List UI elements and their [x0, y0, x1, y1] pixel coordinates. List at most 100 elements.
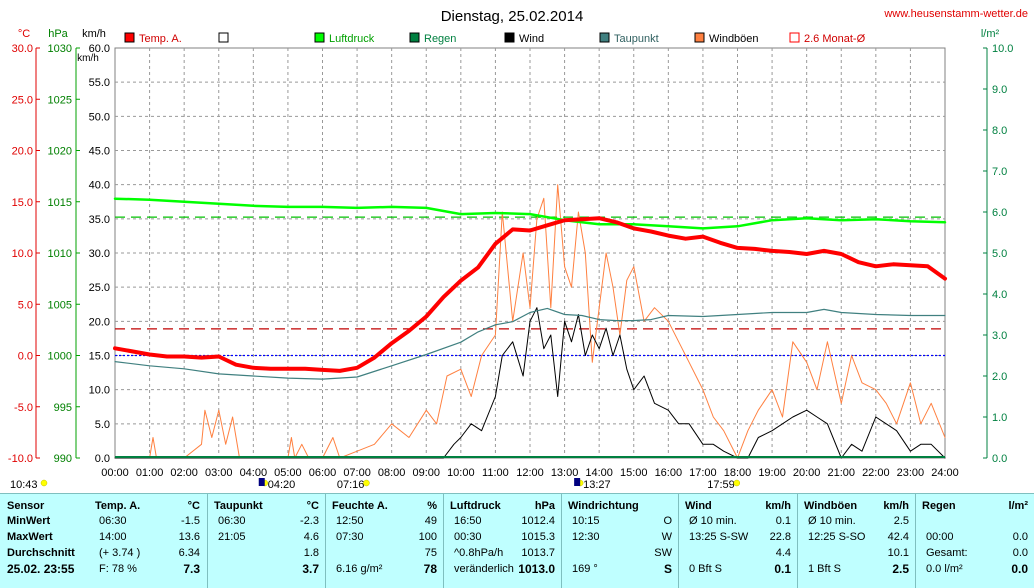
x-tick-label: 21:00: [827, 467, 855, 479]
table-cell-value: 10.1: [887, 547, 909, 559]
column-header-value: hPa: [534, 500, 555, 512]
row-label-avg: Durchschnitt: [7, 547, 75, 559]
table-cell-label: 00:30: [454, 531, 482, 543]
series-line-wind: [114, 307, 946, 459]
table-cell-value: O: [663, 515, 672, 527]
table-cell-value: 0.0: [1011, 562, 1028, 576]
x-tick-label: 08:00: [378, 467, 406, 479]
x-tick-label: 02:00: [170, 467, 198, 479]
table-cell-value: 7.3: [183, 562, 200, 576]
legend-label: Windböen: [709, 33, 759, 45]
pressure-tick-label: 1015: [48, 197, 72, 209]
moon-marker-icon: [258, 478, 265, 486]
column-header-label: Windrichtung: [568, 500, 639, 512]
sun-marker-label: 04:20: [268, 479, 296, 491]
speed-tick-label: 20.0: [89, 316, 110, 328]
x-tick-label: 01:00: [136, 467, 164, 479]
table-cell-label: 06:30: [218, 515, 246, 527]
pressure-tick-label: 1025: [48, 94, 72, 106]
legend-label: Luftdruck: [329, 33, 375, 45]
table-cell-value: 4.6: [303, 531, 319, 543]
rain-tick-label: 1.0: [992, 412, 1007, 424]
table-cell-label: 0 Bft S: [689, 563, 723, 575]
pressure-tick-label: 1020: [48, 146, 72, 158]
column-header-value: km/h: [765, 500, 791, 512]
speed-tick-label: 30.0: [89, 248, 110, 260]
temp-tick-label: 30.0: [12, 43, 33, 55]
rain-tick-label: 4.0: [992, 289, 1007, 301]
table-column-1: Taupunkt °C 06:30 -2.3 21:05 4.6 1.8 3.7: [207, 494, 326, 588]
table-cell-value: 1013.0: [518, 562, 555, 576]
table-cell-value: 1012.4: [521, 515, 555, 527]
table-column-5: Wind km/h Ø 10 min. 0.1 13:25 S-SW 22.8 4.4 0 B…: [678, 494, 798, 588]
legend-swatch: [314, 32, 325, 43]
speed-unit-inner: km/h: [77, 53, 99, 64]
pressure-unit: hPa: [48, 28, 68, 40]
legend-label: Regen: [424, 33, 456, 45]
column-header-value: °C: [306, 500, 319, 512]
speed-tick-label: 55.0: [89, 77, 110, 89]
legend-label: Wind: [519, 33, 544, 45]
table-cell-value: 1.8: [303, 547, 319, 559]
table-cell-value: SW: [654, 547, 672, 559]
speed-unit: km/h: [82, 28, 106, 40]
x-tick-label: 22:00: [862, 467, 890, 479]
speed-tick-label: 50.0: [89, 111, 110, 123]
table-cell-value: 42.4: [887, 531, 909, 543]
speed-tick-label: 40.0: [89, 180, 110, 192]
temp-unit: °C: [18, 28, 30, 40]
temp-tick-label: 20.0: [12, 146, 33, 158]
rain-tick-label: 0.0: [992, 453, 1007, 465]
legend-label: 2.6 Monat-Ø: [804, 33, 866, 45]
sun-marker-label: 07:16: [337, 479, 365, 491]
column-header-value: °C: [187, 500, 200, 512]
table-cell-label: 1 Bft S: [808, 563, 842, 575]
pressure-tick-label: 1005: [48, 299, 72, 311]
table-cell-label: 169 °: [572, 563, 598, 575]
sun-marker-label: 10:43: [10, 479, 38, 491]
column-header-label: Wind: [685, 500, 712, 512]
x-tick-label: 00:00: [101, 467, 129, 479]
table-cell-label: 16:50: [454, 515, 482, 527]
x-tick-label: 18:00: [724, 467, 752, 479]
speed-tick-label: 5.0: [95, 419, 110, 431]
legend-swatch: [409, 32, 420, 43]
x-tick-label: 24:00: [931, 467, 959, 479]
x-tick-label: 13:00: [551, 467, 579, 479]
table-cell-value: 0.0: [1012, 547, 1028, 559]
column-header-value: km/h: [883, 500, 909, 512]
table-column-3: Luftdruck hPa 16:50 1012.4 00:30 1015.3 ^0.8hP…: [443, 494, 562, 588]
row-labels-column: Sensor MinWert MaxWert Durchschnitt 25.0…: [0, 494, 89, 588]
sun-marker-icon: [363, 479, 370, 487]
table-cell-label: Ø 10 min.: [808, 515, 856, 527]
table-cell-label: 10:15: [572, 515, 600, 527]
table-cell-value: -1.5: [181, 515, 200, 527]
table-cell-value: 22.8: [769, 531, 791, 543]
column-header-label: Taupunkt: [214, 500, 263, 512]
site-url: www.heusenstamm-wetter.de: [883, 8, 1028, 20]
table-cell-label: 6.16 g/m²: [336, 563, 383, 575]
table-column-6: Windböen km/h Ø 10 min. 2.5 12:25 S-SO 42.4 10…: [797, 494, 916, 588]
sun-marker-icon: [733, 479, 741, 487]
table-cell-value: 3.7: [302, 562, 319, 576]
table-column-4: Windrichtung 10:15 O 12:30 W SW 169 ° S: [561, 494, 679, 588]
column-header-value: l/m²: [1008, 500, 1028, 512]
table-cell-label: 12:30: [572, 531, 600, 543]
rain-tick-label: 3.0: [992, 330, 1007, 342]
table-cell-value: -2.3: [300, 515, 319, 527]
rain-unit: l/m²: [981, 28, 1000, 40]
x-tick-label: 10:00: [447, 467, 475, 479]
legend-swatch: [124, 32, 135, 43]
table-column-0: Temp. A. °C 06:30 -1.5 14:00 13.6 (+ 3.74 ) 6.3…: [89, 494, 207, 588]
column-header-value: %: [427, 500, 437, 512]
legend-swatch: [599, 32, 610, 43]
x-tick-label: 19:00: [758, 467, 786, 479]
column-header-label: Feuchte A.: [332, 500, 388, 512]
table-cell-value: 0.0: [1012, 531, 1028, 543]
column-header-label: Regen: [922, 500, 956, 512]
table-cell-label: F: 78 %: [99, 563, 137, 575]
table-cell-label: 00:00: [926, 531, 954, 543]
x-tick-label: 15:00: [620, 467, 648, 479]
table-cell-value: 100: [418, 531, 437, 543]
speed-tick-label: 15.0: [89, 351, 110, 363]
